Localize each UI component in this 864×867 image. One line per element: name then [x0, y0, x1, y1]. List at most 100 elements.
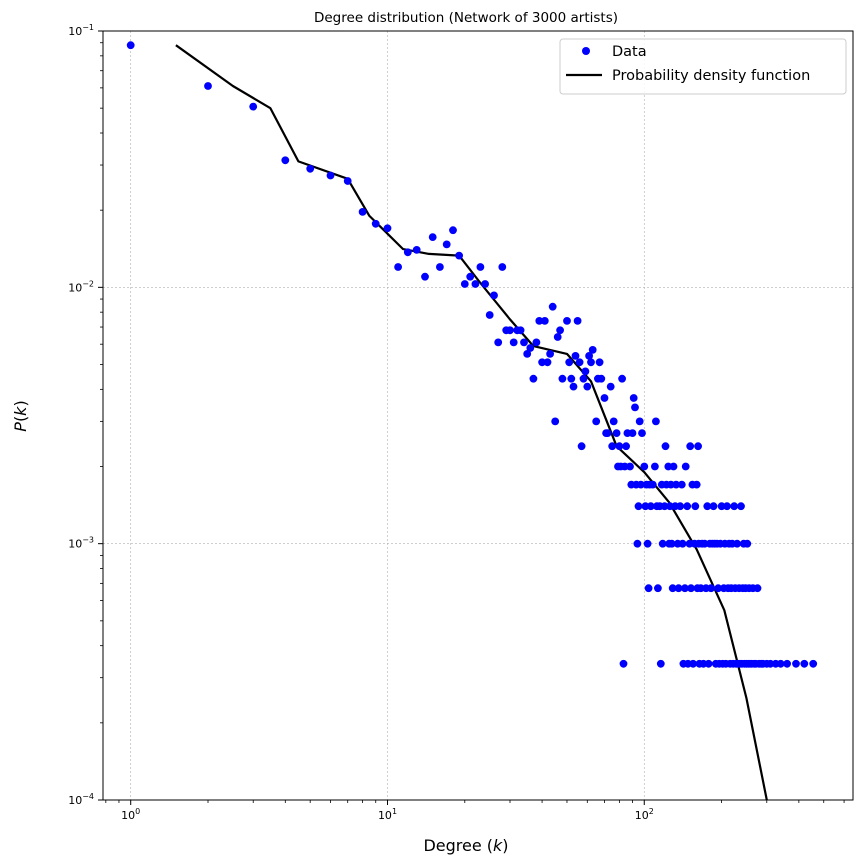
- data-point: [551, 417, 560, 426]
- data-point: [588, 346, 597, 354]
- data-point: [626, 462, 634, 471]
- data-point: [567, 374, 576, 383]
- data-point: [644, 584, 653, 593]
- data-point: [707, 584, 715, 593]
- x-axis-title: Degree (k): [423, 836, 508, 855]
- data-point: [449, 226, 457, 235]
- data-point: [660, 502, 669, 511]
- data-point: [704, 659, 713, 668]
- x-tick-label: 102: [635, 807, 654, 822]
- data-point: [615, 442, 624, 451]
- data-point: [606, 382, 615, 391]
- y-axis-title: P(k): [11, 400, 30, 431]
- data-point: [776, 659, 785, 668]
- data-point: [654, 584, 662, 593]
- data-point: [343, 177, 352, 185]
- data-point: [455, 251, 463, 260]
- x-tick-label: 101: [378, 807, 397, 822]
- data-point: [556, 326, 564, 335]
- data-point: [421, 272, 429, 281]
- data-point: [717, 502, 726, 511]
- data-point: [714, 584, 723, 593]
- data-point: [498, 263, 507, 271]
- data-point: [523, 350, 532, 358]
- data-point: [553, 333, 562, 341]
- data-point: [792, 659, 800, 668]
- data-point: [371, 219, 380, 228]
- data-point: [658, 539, 667, 548]
- data-point: [672, 480, 680, 489]
- data-point: [687, 584, 695, 593]
- data-point: [490, 291, 498, 300]
- data-point: [563, 317, 571, 325]
- data-point: [638, 429, 646, 437]
- data-point: [383, 224, 392, 233]
- data-point: [587, 358, 595, 367]
- data-point: [558, 374, 567, 383]
- chart-title: Degree distribution (Network of 3000 art…: [314, 10, 618, 26]
- data-point: [460, 280, 469, 288]
- data-point: [249, 102, 258, 111]
- data-point: [629, 394, 638, 402]
- data-point: [535, 317, 544, 325]
- data-point: [730, 502, 739, 511]
- data-point: [681, 462, 690, 471]
- data-point: [694, 442, 702, 451]
- legend-data-marker: [582, 47, 590, 55]
- data-point: [394, 263, 402, 271]
- legend: Data Probability density function: [559, 38, 847, 95]
- data-point: [579, 374, 588, 383]
- data-point: [676, 502, 685, 511]
- data-point: [809, 659, 818, 668]
- y-tick-label: 10−2: [68, 279, 94, 294]
- data-point: [529, 374, 538, 383]
- legend-box: [559, 38, 847, 95]
- grid-lines: [103, 30, 853, 801]
- data-point: [581, 367, 590, 376]
- data-point: [520, 338, 528, 347]
- axis-ticks: 100 101 102 10−4 10−3 10−2 10−1: [68, 23, 845, 822]
- data-point: [506, 326, 514, 335]
- data-point: [548, 302, 557, 311]
- data-point: [622, 442, 630, 451]
- data-point: [634, 502, 643, 511]
- data-point: [592, 417, 601, 426]
- pdf-line: [175, 44, 768, 800]
- data-point: [358, 208, 367, 216]
- data-point: [691, 502, 700, 511]
- data-point: [326, 171, 335, 180]
- data-point: [743, 539, 752, 548]
- data-point: [709, 502, 718, 511]
- data-point: [571, 352, 580, 360]
- data-point: [471, 280, 480, 288]
- data-point: [585, 352, 593, 360]
- data-point: [703, 502, 712, 511]
- data-point: [656, 659, 665, 668]
- data-point: [686, 442, 695, 451]
- data-point: [306, 164, 315, 173]
- data-point: [577, 442, 586, 451]
- y-tick-label: 10−3: [68, 536, 94, 551]
- data-point: [640, 462, 649, 471]
- data-point: [619, 659, 628, 668]
- legend-pdf-label: Probability density function: [612, 68, 810, 84]
- data-point: [540, 317, 549, 325]
- data-point: [609, 417, 618, 426]
- data-point: [681, 584, 689, 593]
- data-point: [603, 429, 612, 437]
- data-point: [516, 326, 525, 335]
- data-point: [618, 374, 626, 383]
- data-point: [538, 358, 546, 367]
- data-point: [661, 442, 670, 451]
- data-point: [652, 417, 660, 426]
- data-point: [612, 429, 621, 437]
- data-point: [674, 584, 683, 593]
- data-point: [667, 539, 676, 548]
- data-point: [436, 263, 444, 271]
- data-point: [543, 358, 552, 367]
- data-point: [575, 358, 584, 367]
- data-point: [668, 584, 677, 593]
- data-point: [669, 462, 678, 471]
- data-point: [485, 311, 494, 319]
